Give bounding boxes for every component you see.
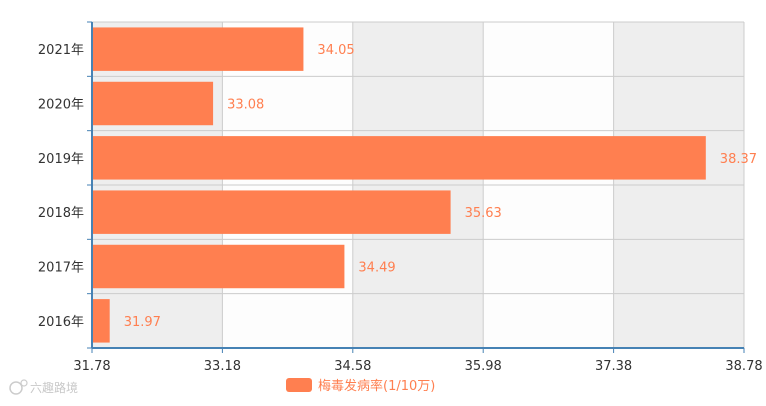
bars bbox=[92, 27, 706, 343]
grid-lines bbox=[91, 21, 745, 349]
bar bbox=[92, 299, 110, 343]
watermark-logo-icon bbox=[9, 379, 28, 395]
tick-labels: 2016年 2017年 2018年 2019年 2020年 2021年 31.78 33.18… bbox=[38, 43, 763, 374]
legend[interactable]: 梅毒发病率(1/10万) bbox=[286, 378, 435, 394]
x-tick-label: 38.78 bbox=[725, 359, 762, 374]
data-label: 38.37 bbox=[720, 152, 757, 167]
legend-label[interactable]: 梅毒发病率(1/10万) bbox=[318, 378, 435, 394]
data-label: 34.49 bbox=[358, 261, 395, 276]
x-tick-label: 35.98 bbox=[465, 359, 502, 374]
x-tick-label: 34.58 bbox=[334, 359, 371, 374]
bar bbox=[92, 190, 451, 234]
y-tick-label: 2018年 bbox=[38, 206, 84, 221]
bar bbox=[92, 136, 706, 180]
data-label: 31.97 bbox=[124, 315, 161, 330]
axes bbox=[87, 21, 745, 353]
watermark: 六趣路境 bbox=[9, 379, 78, 395]
x-tick-label: 31.78 bbox=[73, 359, 110, 374]
watermark-text: 六趣路境 bbox=[30, 380, 78, 395]
y-tick-label: 2016年 bbox=[38, 315, 84, 330]
data-label: 35.63 bbox=[465, 206, 502, 221]
y-tick-label: 2017年 bbox=[38, 261, 84, 276]
x-tick-label: 37.38 bbox=[595, 359, 632, 374]
legend-swatch[interactable] bbox=[286, 378, 312, 392]
bar bbox=[92, 81, 214, 126]
x-tick-label: 33.18 bbox=[204, 359, 241, 374]
y-tick-label: 2020年 bbox=[38, 98, 84, 113]
y-tick-label: 2021年 bbox=[38, 43, 84, 58]
bar bbox=[92, 244, 345, 289]
bar bbox=[92, 27, 304, 71]
y-tick-label: 2019年 bbox=[38, 152, 84, 167]
data-labels: 31.97 34.49 35.63 38.37 33.08 34.05 bbox=[124, 43, 757, 330]
data-label: 34.05 bbox=[317, 43, 354, 58]
data-label: 33.08 bbox=[227, 98, 264, 113]
